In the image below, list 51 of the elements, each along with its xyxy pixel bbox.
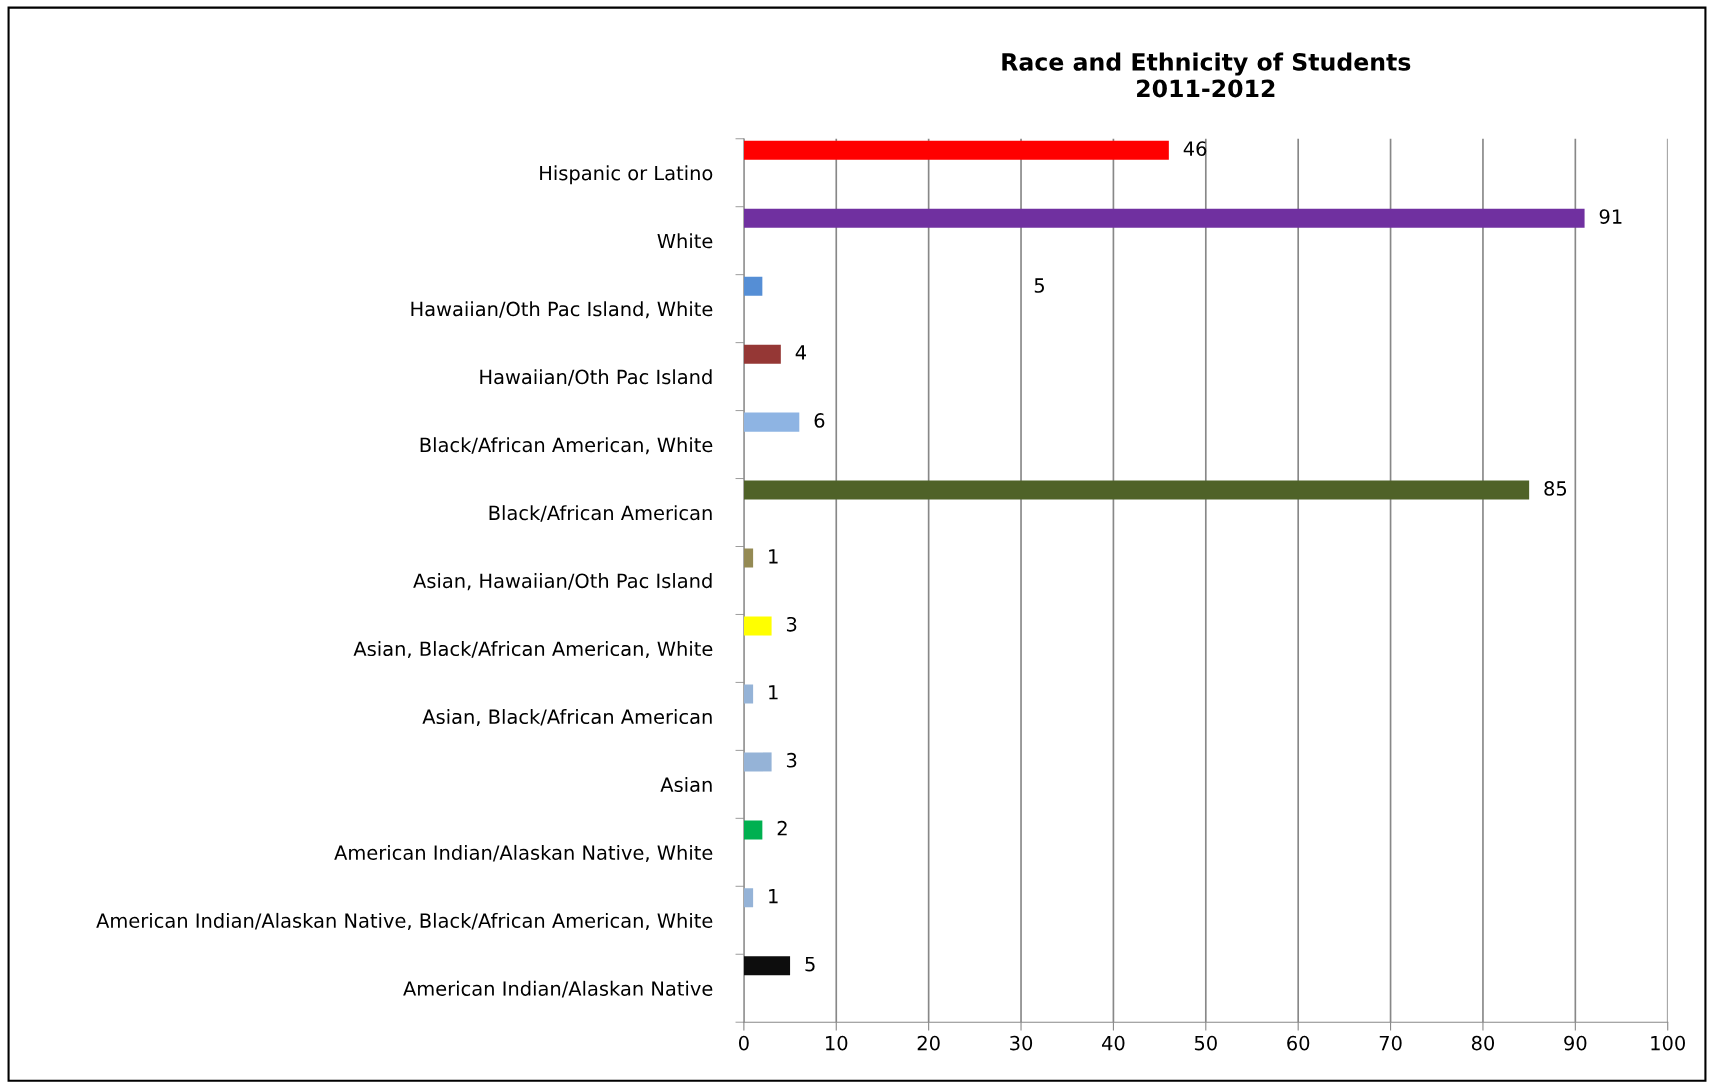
bar [743, 140, 1169, 160]
data-label: 1 [769, 889, 778, 904]
data-label: 85 [1544, 481, 1567, 496]
x-tick-label: 20 [917, 1035, 940, 1051]
y-tick-label: American Indian/Alaskan Native, White [334, 844, 713, 862]
x-tick-label: 60 [1287, 1035, 1310, 1051]
x-tick-label: 40 [1101, 1035, 1125, 1051]
x-tick-label: 30 [1010, 1035, 1033, 1051]
x-tick-label: 70 [1379, 1035, 1402, 1051]
x-tick-label: 50 [1194, 1035, 1217, 1051]
chart-title: Race and Ethnicity of Students 2011-2012 [1002, 52, 1411, 98]
y-tick-label: Asian, Black/African American [422, 709, 712, 727]
y-tick-label: Asian, Black/African American, White [353, 641, 713, 659]
bar [743, 684, 754, 704]
data-label: 91 [1599, 209, 1622, 224]
data-label: 5 [805, 957, 815, 972]
y-tick-label: Asian [660, 776, 712, 793]
data-label: 1 [769, 685, 778, 700]
y-tick-label: American Indian/Alaskan Native [403, 980, 713, 998]
y-tick-label: Hispanic or Latino [540, 165, 713, 185]
bar [743, 344, 781, 364]
data-label: 2 [777, 820, 787, 836]
y-tick-label: Black/African American, White [420, 437, 713, 455]
bar [743, 820, 763, 840]
x-tick-label: 100 [1651, 1035, 1685, 1051]
data-label: 3 [786, 752, 797, 768]
x-tick-label: 0 [738, 1035, 749, 1051]
data-label: 46 [1183, 141, 1207, 156]
data-label: 3 [786, 616, 797, 632]
y-tick-label: Black/African American [489, 505, 712, 522]
y-tick-label: Hawaiian/Oth Pac Island [480, 369, 712, 386]
data-label: 1 [769, 549, 778, 564]
bar [743, 412, 800, 432]
data-label: 4 [795, 345, 806, 360]
y-tick-label: Asian, Hawaiian/Oth Pac Island [413, 573, 712, 591]
y-tick-label: White [657, 233, 713, 249]
bar [743, 276, 763, 296]
data-label: 6 [814, 413, 825, 428]
bar [743, 752, 772, 772]
x-tick-label: 80 [1471, 1035, 1495, 1051]
bar [743, 208, 1585, 228]
bar [743, 888, 754, 908]
bar [743, 548, 754, 568]
x-tick-label: 90 [1564, 1035, 1587, 1051]
bar [743, 480, 1530, 500]
x-tick-label: 10 [826, 1035, 848, 1051]
bar [743, 616, 772, 636]
y-tick-label: American Indian/Alaskan Native, Black/African American, White [96, 912, 713, 930]
y-tick-label: Hawaiian/Oth Pac Island, White [411, 301, 713, 319]
bar [743, 956, 791, 976]
annotation: 5 [1034, 278, 1044, 293]
